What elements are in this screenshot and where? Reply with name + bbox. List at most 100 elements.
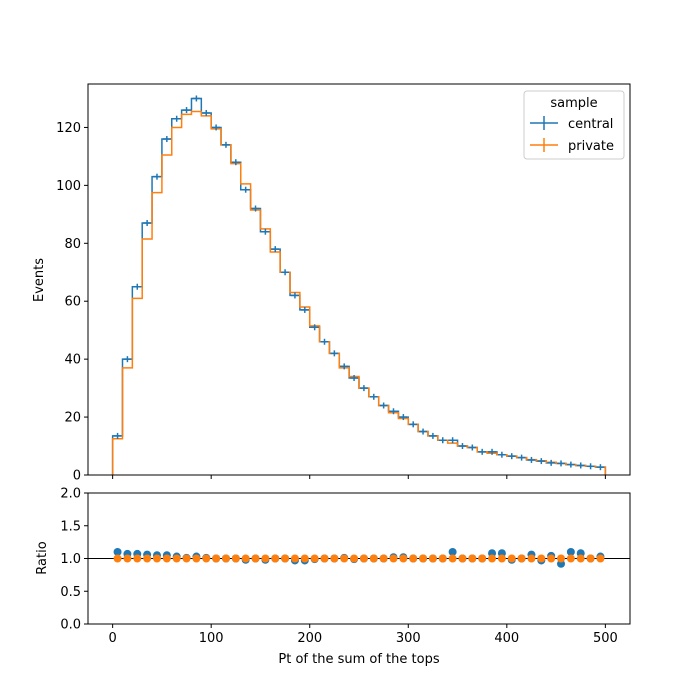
central-bin-marker [162,136,171,143]
central-bin-marker [143,220,152,227]
ratio-point-private [596,554,605,563]
ratio-point-private [350,554,359,563]
main-y-tick-label: 120 [56,121,81,136]
ratio-point-private [359,554,368,563]
ratio-x-tick-label: 100 [199,631,224,646]
central-bin-marker [419,428,427,435]
main-y-tick-label: 20 [64,411,81,426]
ratio-point-private [409,554,418,563]
central-bin-marker [320,338,329,345]
central-bin-marker [527,456,536,463]
ratio-point-private [231,554,240,563]
ratio-point-private [330,554,339,563]
ratio-x-tick-label: 500 [593,631,618,646]
central-bin-marker [133,283,142,290]
legend-label-central: central [568,117,613,132]
ratio-point-private [290,554,299,563]
central-bin-marker [468,444,477,451]
central-bin-marker [153,173,161,180]
ratio-point-central [566,547,575,556]
legend-entry-central: central [530,116,613,132]
ratio-point-private [320,554,329,563]
central-bin-marker [241,186,250,193]
ratio-point-private [517,554,526,563]
ratio-point-private [340,554,349,563]
central-bin-marker [340,363,349,370]
main-plot-area [111,95,607,475]
central-bin-marker [231,159,240,166]
ratio-point-private [281,554,290,563]
legend-label-private: private [568,139,614,154]
legend-title: sample [550,96,597,111]
ratio-point-private [399,554,408,563]
main-y-tick-label: 40 [64,353,81,368]
ratio-point-private [221,554,230,563]
main-y-tick-label: 0 [73,469,81,484]
main-y-axis-title: Events [32,258,47,302]
central-bin-marker [202,109,211,116]
legend-box [523,90,625,160]
ratio-point-private [428,554,437,563]
central-bin-marker [379,402,388,409]
ratio-y-tick-label: 1.5 [60,519,81,534]
private-step-line [111,110,607,475]
central-bin-marker [182,107,191,114]
main-y-tick-label: 80 [64,237,81,252]
ratio-point-private [251,554,260,563]
ratio-point-private [192,554,201,563]
central-bin-marker [369,393,378,400]
central-bin-marker [350,374,358,381]
ratio-point-private [389,554,398,563]
ratio-point-private [152,554,161,563]
ratio-y-tick-label: 1.0 [60,552,81,567]
ratio-point-private [113,554,122,563]
ratio-point-private [576,554,585,563]
ratio-point-private [310,554,319,563]
ratio-point-private [478,554,487,563]
central-bin-marker [251,205,260,212]
ratio-point-private [379,554,388,563]
central-bin-marker [448,437,457,444]
ratio-point-private [557,554,566,563]
legend: sample central private [523,90,625,160]
legend-entry-private: private [530,138,614,154]
central-bin-marker [497,451,506,458]
central-bin-marker [478,448,487,455]
ratio-y-ticks: 0.0 0.5 1.0 1.5 2.0 [60,487,88,633]
central-bin-marker [517,454,526,461]
central-bin-marker [438,437,447,444]
central-bin-marker [409,421,418,428]
ratio-point-private [133,554,142,563]
ratio-plot-area [88,547,630,568]
central-bin-marker [537,458,546,465]
ratio-point-private [448,554,457,563]
central-bin-marker [212,124,221,131]
ratio-point-private [261,554,270,563]
main-y-tick-label: 60 [64,295,81,310]
central-bin-marker [389,408,398,415]
ratio-point-private [300,554,309,563]
central-bin-marker [261,228,270,235]
central-bin-marker [566,461,575,468]
ratio-point-private [241,554,250,563]
ratio-point-private [507,554,516,563]
central-bin-marker [271,246,280,253]
main-axes-frame [87,83,631,476]
ratio-y-axis-title: Ratio [35,541,50,574]
ratio-point-private [369,554,378,563]
ratio-point-private [488,554,497,563]
ratio-point-private [162,554,171,563]
ratio-x-tick-label: 400 [494,631,519,646]
ratio-point-central [448,547,457,556]
central-bin-marker [596,464,605,471]
ratio-x-tick-label: 200 [297,631,322,646]
ratio-point-private [212,554,221,563]
central-bin-marker [576,462,585,469]
central-bin-marker [547,459,556,466]
ratio-x-tick-label: 300 [396,631,421,646]
main-y-ticks: 0 20 40 60 80 100 120 [56,121,88,484]
ratio-point-private [182,554,191,563]
ratio-point-private [438,554,447,563]
main-x-ticks [112,475,606,479]
central-bin-marker [360,385,368,392]
